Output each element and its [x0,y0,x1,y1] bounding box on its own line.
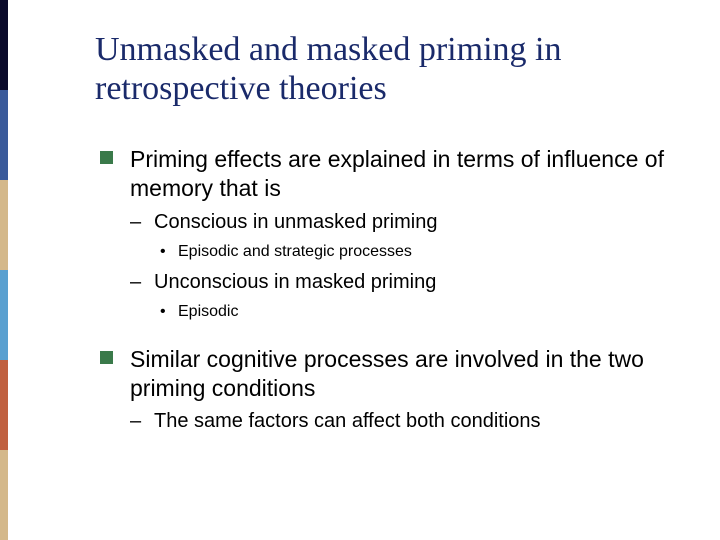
slide-body: Priming effects are explained in terms o… [100,145,680,437]
slide-title: Unmasked and masked priming in retrospec… [95,30,680,108]
square-bullet-icon [100,151,113,164]
bullet-text: Episodic [178,303,238,320]
left-accent-bar [0,0,8,540]
bullet-level-1: Priming effects are explained in terms o… [100,145,680,203]
spacer [100,327,680,345]
bullet-text: Similar cognitive processes are involved… [130,346,644,401]
bullet-level-2: The same factors can affect both conditi… [130,408,680,435]
bullet-text: The same factors can affect both conditi… [154,410,541,432]
slide: Unmasked and masked priming in retrospec… [0,0,720,540]
bullet-level-2: Unconscious in masked priming [130,269,680,296]
bullet-level-3: Episodic [160,300,680,323]
bar-segment [0,360,8,450]
bar-segment [0,90,8,180]
bullet-text: Conscious in unmasked priming [154,211,437,233]
square-bullet-icon [100,351,113,364]
bullet-text: Episodic and strategic processes [178,243,412,260]
bar-segment [0,0,8,90]
bullet-level-1: Similar cognitive processes are involved… [100,345,680,403]
bullet-text: Priming effects are explained in terms o… [130,146,664,201]
bar-segment [0,180,8,270]
bullet-level-2: Conscious in unmasked priming [130,209,680,236]
bullet-text: Unconscious in masked priming [154,271,436,293]
bar-segment [0,450,8,540]
bar-segment [0,270,8,360]
bullet-level-3: Episodic and strategic processes [160,240,680,263]
